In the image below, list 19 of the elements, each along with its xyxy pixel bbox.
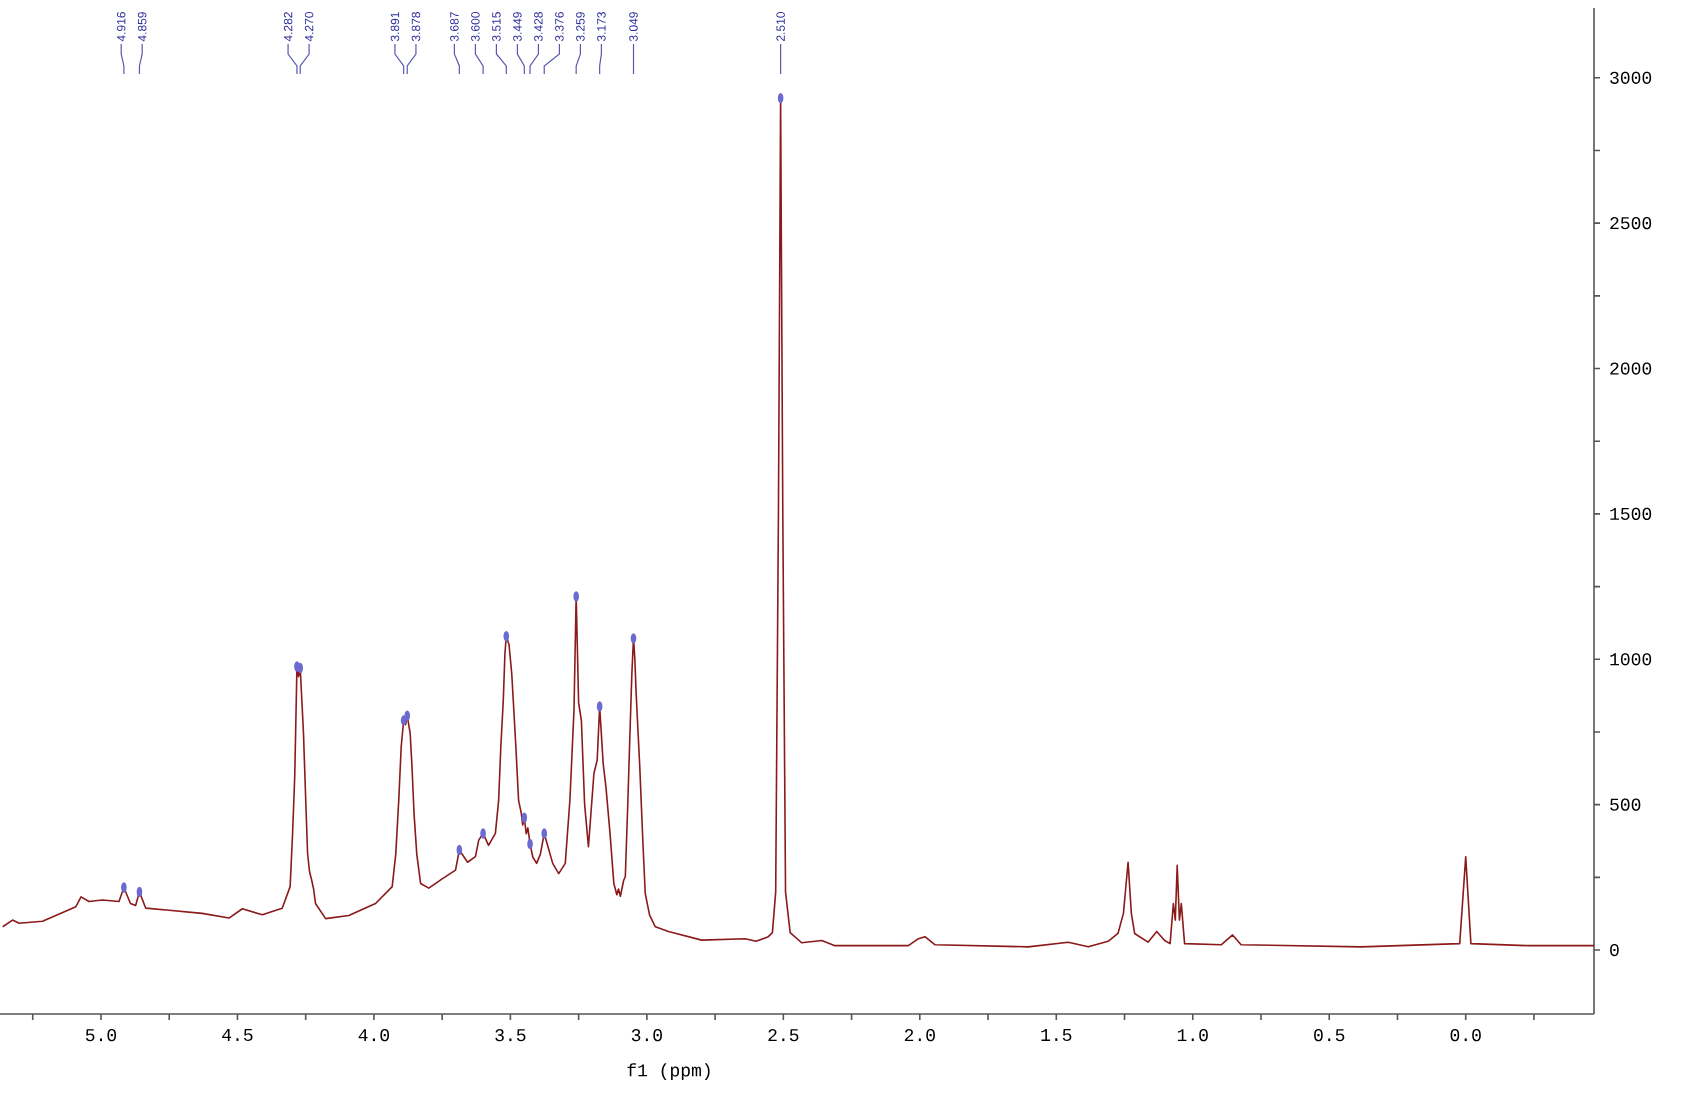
y-tick-label: 1500 — [1610, 507, 1652, 521]
y-tick-label: 2000 — [1610, 362, 1652, 375]
y-tick-label: 1000 — [1610, 653, 1652, 666]
x-axis-title: f1 (ppm) — [627, 1063, 710, 1081]
y-tick-label: 500 — [1610, 798, 1641, 811]
x-tick-label: 3.5 — [495, 1029, 526, 1042]
y-tick-label: 3000 — [1610, 71, 1652, 84]
x-tick-label: 0.0 — [1450, 1029, 1481, 1042]
x-tick-label: 1.0 — [1177, 1029, 1208, 1042]
x-tick-label: 4.5 — [222, 1029, 253, 1042]
x-tick-label: 2.0 — [904, 1029, 935, 1042]
x-tick-label: 1.5 — [1041, 1029, 1072, 1042]
y-tick-label: 0 — [1610, 943, 1619, 957]
y-tick-label: 2500 — [1610, 217, 1652, 230]
x-tick-label: 2.5 — [768, 1029, 799, 1042]
x-tick-label: 4.0 — [358, 1029, 389, 1042]
x-tick-label: 5.0 — [85, 1029, 117, 1042]
x-tick-label: 3.0 — [631, 1029, 662, 1042]
x-tick-label: 0.5 — [1314, 1029, 1345, 1042]
